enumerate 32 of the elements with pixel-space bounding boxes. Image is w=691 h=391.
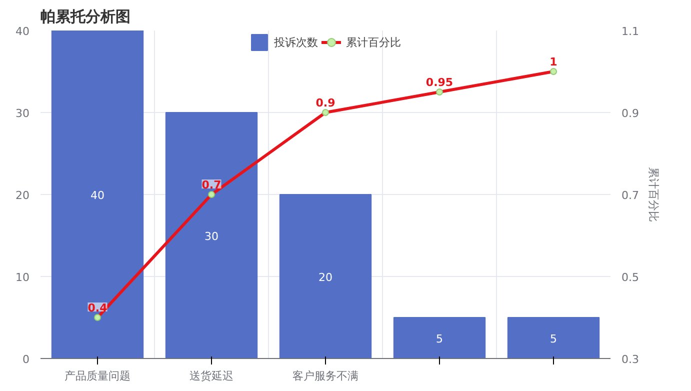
legend-label: 累计百分比 <box>346 34 401 50</box>
y2-tick-label: 0.3 <box>622 353 639 366</box>
data-label: 40 <box>90 189 104 202</box>
legend-label: 投诉次数 <box>274 34 318 50</box>
y-tick-label: 0 <box>22 353 30 366</box>
data-label: 0.4 <box>88 302 108 314</box>
y2-tick-label: 0.9 <box>622 107 639 120</box>
data-label: 0.7 <box>202 178 222 192</box>
bar <box>165 112 258 358</box>
y2-tick-label: 1.1 <box>622 25 639 38</box>
y2-tick-label: 0.5 <box>622 271 639 284</box>
y-tick-label: 10 <box>16 271 30 284</box>
data-label: 0.95 <box>426 76 454 89</box>
bar <box>507 317 600 358</box>
data-label: 5 <box>436 332 443 346</box>
y2-axis-title: 累计百分比 <box>646 167 660 222</box>
x-tick-label: 送货延迟 <box>190 370 234 382</box>
x-tick-label: 产品质量问题 <box>64 370 130 382</box>
data-label: 0.9 <box>316 96 336 110</box>
y-tick-label: 20 <box>16 189 30 202</box>
chart-title: 帕累托分析图 <box>40 8 130 26</box>
bar <box>393 317 486 358</box>
data-label: 1 <box>550 56 558 68</box>
bar <box>279 194 372 358</box>
y-tick-label: 40 <box>16 25 30 38</box>
y-tick-label: 30 <box>16 107 30 120</box>
data-label: 30 <box>204 230 218 243</box>
x-tick-label: 客户服务不满 <box>292 370 358 382</box>
bar <box>51 30 144 358</box>
data-label: 20 <box>318 271 332 284</box>
data-label: 5 <box>550 332 557 346</box>
y2-tick-label: 0.7 <box>622 189 639 202</box>
